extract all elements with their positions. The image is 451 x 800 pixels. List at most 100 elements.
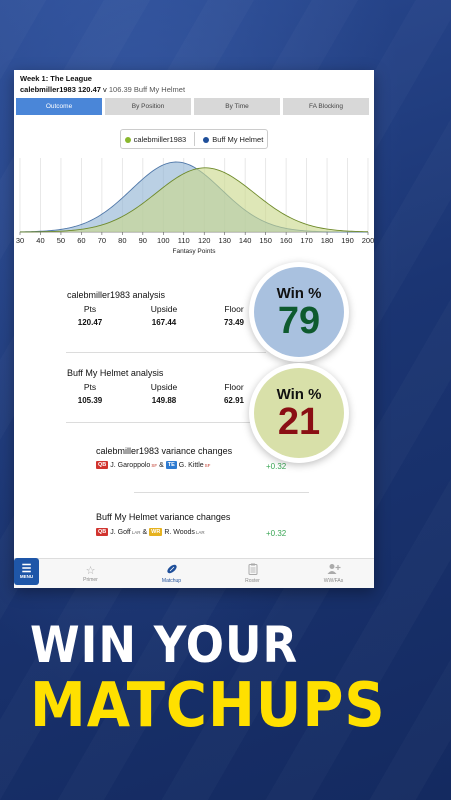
analysis-title: Buff My Helmet analysis	[67, 368, 164, 378]
variance-players-team1: QB J. Garoppolo SF & TE G. Kittle SF	[96, 461, 212, 469]
x-tick-label: 190	[341, 236, 354, 245]
player-team: SF	[151, 462, 158, 468]
team2-name: Buff My Helmet	[133, 85, 186, 94]
x-tick-label: 70	[98, 236, 106, 245]
legend-dot-team2	[203, 136, 210, 143]
team2-score: 106.39	[108, 85, 132, 94]
win-circle-inner: Win % 21	[254, 368, 344, 458]
matchup-score-line: calebmiller1983 120.47 v 106.39 Buff My …	[20, 85, 368, 94]
matchup-header: Week 1: The League calebmiller1983 120.4…	[14, 70, 374, 96]
position-badge-wr: WR	[149, 528, 163, 536]
nav-label: Primer	[83, 576, 98, 583]
legend-separator	[194, 132, 196, 146]
legend-item-team2[interactable]: Buff My Helmet	[203, 135, 263, 144]
promo-line2: MATCHUPS	[30, 669, 386, 742]
nav-roster[interactable]: Roster	[212, 559, 293, 588]
nav-label: Roster	[245, 578, 260, 584]
stat-floor: Floor 62.91	[203, 382, 265, 405]
distribution-chart: 30 40 50 60 70 80 90 100 110 120 130 140 150 160 170 18…	[16, 158, 374, 255]
x-tick-label: 30	[16, 236, 24, 245]
team1-name: calebmiller1983	[20, 85, 76, 94]
stat-value: 167.44	[151, 318, 177, 327]
vs-label: v	[103, 85, 107, 94]
stat-label: Pts	[83, 382, 97, 392]
x-tick-label: 40	[36, 236, 44, 245]
stat-label: Pts	[83, 304, 97, 314]
x-tick-label: 200	[362, 236, 374, 245]
stat-upside: Upside 167.44	[133, 304, 195, 327]
player-team: LAR	[131, 529, 141, 535]
analysis-title: calebmiller1983 analysis	[67, 290, 166, 300]
clipboard-icon	[248, 563, 258, 578]
section-divider	[134, 492, 309, 493]
tab-bar: Outcome By Position By Time FA Blocking	[14, 98, 374, 115]
league-title: Week 1: The League	[20, 74, 92, 83]
win-circle-team2: Win % 21	[249, 363, 349, 463]
variance-title-team2: Buff My Helmet variance changes	[96, 512, 231, 522]
player-team: LAR	[195, 529, 205, 535]
tab-fa-blocking[interactable]: FA Blocking	[283, 98, 369, 115]
position-badge-te: TE	[165, 461, 177, 469]
stat-floor: Floor 73.49	[203, 304, 265, 327]
stat-value: 105.39	[77, 396, 103, 405]
player-name[interactable]: J. Garoppolo	[110, 461, 151, 469]
add-user-icon	[327, 563, 341, 578]
bottom-nav: ☆ Primer Matchup Roster WW/FAs	[14, 558, 374, 588]
win-value: 79	[277, 299, 321, 342]
series-area	[20, 167, 368, 232]
menu-button[interactable]: ☰ MENU	[14, 558, 39, 585]
legend-label-team1: calebmiller1983	[133, 134, 187, 144]
variance-delta-team2: +0.32	[266, 529, 287, 538]
player-team: SF	[204, 462, 211, 468]
chart-legend: calebmiller1983 Buff My Helmet	[120, 129, 268, 149]
stat-label: Upside	[150, 382, 178, 392]
analysis-stats: Pts 105.39 Upside 149.88 Floor 62.91	[59, 382, 265, 405]
variance-title-team1: calebmiller1983 variance changes	[96, 446, 233, 456]
tab-by-position[interactable]: By Position	[105, 98, 191, 115]
stat-label: Upside	[150, 304, 178, 314]
position-badge-qb: QB	[96, 461, 109, 469]
win-label: Win %	[276, 284, 322, 302]
x-axis-label: Fantasy Points	[173, 248, 217, 255]
promo-line1: WIN YOUR	[30, 615, 299, 675]
legend-item-team1[interactable]: calebmiller1983	[124, 134, 187, 144]
stat-pts: Pts 105.39	[59, 382, 121, 405]
stat-value: 62.91	[223, 396, 245, 405]
nav-ww-fas[interactable]: WW/FAs	[293, 559, 374, 588]
x-tick-label: 120	[198, 236, 211, 245]
nav-label: WW/FAs	[323, 578, 344, 584]
player-name[interactable]: J. Goff	[110, 528, 131, 536]
tab-outcome[interactable]: Outcome	[16, 98, 102, 115]
nav-matchup[interactable]: Matchup	[131, 559, 212, 588]
team1-score: 120.47	[77, 85, 101, 94]
variance-players-team2: QB J. Goff LAR & WR R. Woods LAR	[96, 528, 207, 536]
stat-value: 120.47	[77, 318, 103, 327]
x-tick-label: 60	[77, 236, 85, 245]
win-circle-inner: Win % 79	[254, 267, 344, 357]
stat-label: Floor	[224, 304, 244, 314]
section-divider	[66, 352, 266, 353]
legend-dot-team1	[124, 136, 131, 143]
player-name[interactable]: G. Kittle	[178, 461, 204, 469]
stat-upside: Upside 149.88	[133, 382, 195, 405]
player-name[interactable]: R. Woods	[164, 528, 195, 536]
nav-label: Matchup	[161, 578, 182, 584]
nav-primer[interactable]: ☆ Primer	[50, 559, 131, 588]
tab-by-time[interactable]: By Time	[194, 98, 280, 115]
menu-label: MENU	[19, 574, 34, 579]
x-tick-label: 180	[321, 236, 334, 245]
x-tick-label: 150	[259, 236, 272, 245]
x-tick-label: 80	[118, 236, 126, 245]
win-circle-team1: Win % 79	[249, 262, 349, 362]
x-tick-label: 110	[178, 236, 190, 245]
x-tick-label: 90	[139, 236, 147, 245]
variance-delta-team1: +0.32	[266, 462, 287, 471]
star-icon: ☆	[85, 564, 96, 577]
stat-value: 149.88	[151, 396, 177, 405]
x-tick-label: 170	[300, 236, 313, 245]
ampersand: &	[159, 461, 164, 469]
hamburger-icon: ☰	[21, 563, 32, 575]
win-value: 21	[277, 400, 321, 443]
win-label: Win %	[276, 385, 322, 403]
stat-value: 73.49	[223, 318, 245, 327]
